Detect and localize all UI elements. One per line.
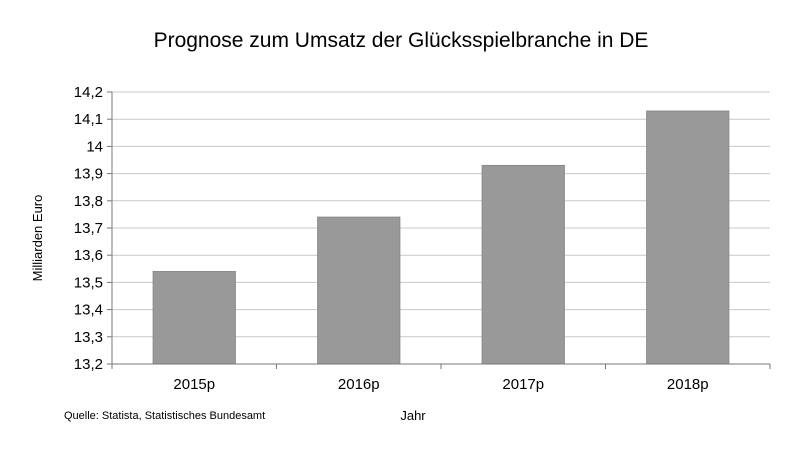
x-tick-label: 2015p xyxy=(173,376,215,393)
y-tick-label: 14 xyxy=(86,138,103,155)
y-tick-label: 13,5 xyxy=(74,274,103,291)
y-tick-label: 13,3 xyxy=(74,329,103,346)
x-axis-label: Jahr xyxy=(400,408,426,423)
y-tick-label: 13,4 xyxy=(74,302,103,319)
bar xyxy=(646,110,730,365)
y-tick-labels: 13,2 13,3 13,4 13,5 13,6 13,7 13,8 13,9 14 14,1 14… xyxy=(74,84,103,373)
y-tick-label: 13,2 xyxy=(74,356,103,373)
bar xyxy=(481,164,565,365)
y-axis-label: Milliarden Euro xyxy=(30,195,45,282)
x-tick-label: 2018p xyxy=(667,376,709,393)
y-tick-label: 14,1 xyxy=(74,111,103,128)
bar xyxy=(152,271,236,365)
axes xyxy=(111,92,771,369)
source-note: Quelle: Statista, Statistisches Bundesam… xyxy=(64,410,265,422)
bars xyxy=(152,110,730,365)
x-tick-label: 2017p xyxy=(502,376,544,393)
y-tick-label: 13,7 xyxy=(74,220,103,237)
x-tick-labels: 2015p 2016p 2017p 2018p xyxy=(173,376,708,393)
y-tick-label: 13,9 xyxy=(74,166,103,183)
chart-title: Prognose zum Umsatz der Glücksspielbranc… xyxy=(154,29,649,52)
bar xyxy=(317,216,401,365)
y-tick-label: 13,6 xyxy=(74,247,103,264)
x-tick-label: 2016p xyxy=(338,376,380,393)
y-tick-label: 13,8 xyxy=(74,193,103,210)
y-tick-label: 14,2 xyxy=(74,84,103,101)
